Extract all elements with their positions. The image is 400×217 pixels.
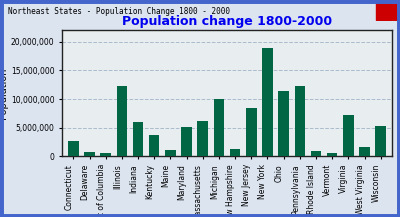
Bar	[376, 1, 398, 20]
Bar	[165, 150, 176, 156]
Bar	[246, 108, 256, 156]
Bar	[84, 152, 95, 156]
Bar	[100, 153, 111, 156]
Bar	[343, 115, 354, 156]
Title: Population change 1800-2000: Population change 1800-2000	[122, 15, 332, 28]
Bar	[311, 151, 321, 156]
Text: x: x	[384, 6, 389, 15]
Bar	[278, 91, 289, 156]
Bar	[262, 48, 273, 156]
Bar	[376, 126, 386, 156]
Text: Northeast States - Population Change 1800 - 2000: Northeast States - Population Change 180…	[8, 7, 230, 16]
Bar	[294, 86, 305, 156]
Bar	[133, 122, 143, 156]
Bar	[68, 141, 78, 156]
Bar	[230, 149, 240, 156]
Bar	[327, 153, 338, 156]
Bar	[359, 146, 370, 156]
Bar	[198, 121, 208, 156]
Y-axis label: Population: Population	[0, 67, 8, 119]
Bar	[214, 99, 224, 156]
Bar	[149, 135, 160, 156]
Bar	[116, 86, 127, 156]
Bar	[181, 127, 192, 156]
